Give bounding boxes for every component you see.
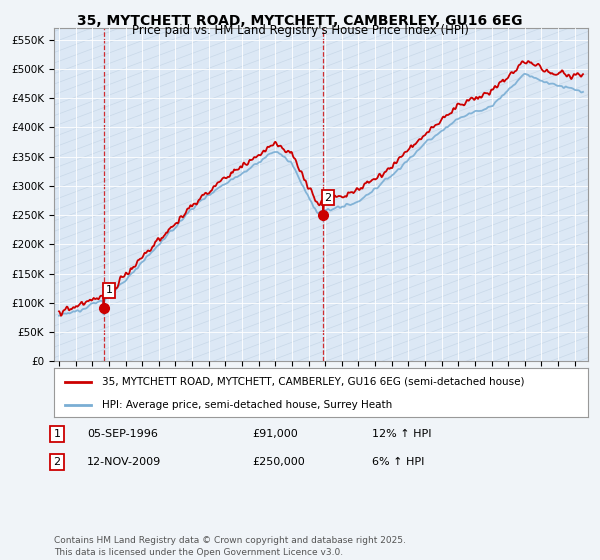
Text: Contains HM Land Registry data © Crown copyright and database right 2025.
This d: Contains HM Land Registry data © Crown c… (54, 536, 406, 557)
Text: 12% ↑ HPI: 12% ↑ HPI (372, 429, 431, 439)
Text: HPI: Average price, semi-detached house, Surrey Heath: HPI: Average price, semi-detached house,… (102, 400, 392, 410)
Text: 35, MYTCHETT ROAD, MYTCHETT, CAMBERLEY, GU16 6EG: 35, MYTCHETT ROAD, MYTCHETT, CAMBERLEY, … (77, 14, 523, 28)
Text: 35, MYTCHETT ROAD, MYTCHETT, CAMBERLEY, GU16 6EG (semi-detached house): 35, MYTCHETT ROAD, MYTCHETT, CAMBERLEY, … (102, 377, 524, 387)
Text: 12-NOV-2009: 12-NOV-2009 (87, 457, 161, 467)
Text: 6% ↑ HPI: 6% ↑ HPI (372, 457, 424, 467)
Text: 1: 1 (53, 429, 61, 439)
Text: 1: 1 (106, 286, 112, 296)
Text: £250,000: £250,000 (252, 457, 305, 467)
Text: 05-SEP-1996: 05-SEP-1996 (87, 429, 158, 439)
Text: £91,000: £91,000 (252, 429, 298, 439)
Text: Price paid vs. HM Land Registry's House Price Index (HPI): Price paid vs. HM Land Registry's House … (131, 24, 469, 37)
Text: 2: 2 (53, 457, 61, 467)
Text: 2: 2 (325, 193, 332, 203)
